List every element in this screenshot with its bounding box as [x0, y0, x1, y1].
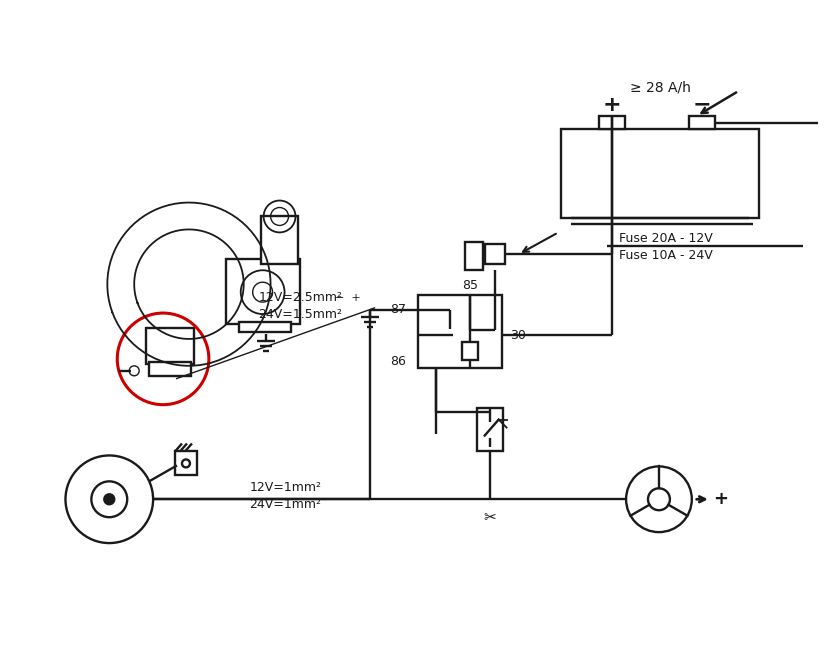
Text: 12V=2.5mm²: 12V=2.5mm²	[259, 291, 343, 304]
Text: 30: 30	[509, 328, 526, 341]
Bar	[462, 343, 478, 360]
Bar	[239, 322, 291, 332]
Text: +: +	[714, 490, 728, 508]
Bar	[561, 129, 759, 218]
Bar	[465, 243, 483, 270]
Text: Fuse 10A - 24V: Fuse 10A - 24V	[619, 249, 713, 262]
Bar	[477, 407, 503, 451]
Text: 87: 87	[390, 303, 406, 316]
Text: 85: 85	[461, 279, 478, 292]
Text: +: +	[603, 95, 621, 115]
Bar	[418, 295, 502, 368]
Text: ✂: ✂	[484, 509, 496, 525]
Text: 86: 86	[390, 355, 406, 368]
Circle shape	[105, 494, 115, 504]
Bar	[485, 245, 504, 264]
Bar	[175, 451, 197, 475]
Text: −: −	[692, 95, 711, 115]
Text: Fuse 20A - 12V: Fuse 20A - 12V	[619, 232, 713, 245]
Text: 24V=1mm²: 24V=1mm²	[250, 498, 321, 511]
Bar	[226, 259, 301, 324]
Bar	[146, 328, 194, 364]
Bar	[260, 216, 298, 264]
Text: 12V=1mm²: 12V=1mm²	[250, 481, 321, 494]
Text: ≥ 28 A/h: ≥ 28 A/h	[630, 80, 691, 94]
Bar	[149, 362, 191, 376]
Text: 24V=1.5mm²: 24V=1.5mm²	[259, 308, 343, 321]
Text: −  +: − +	[335, 293, 361, 303]
Bar	[689, 116, 714, 129]
Bar	[599, 116, 625, 129]
